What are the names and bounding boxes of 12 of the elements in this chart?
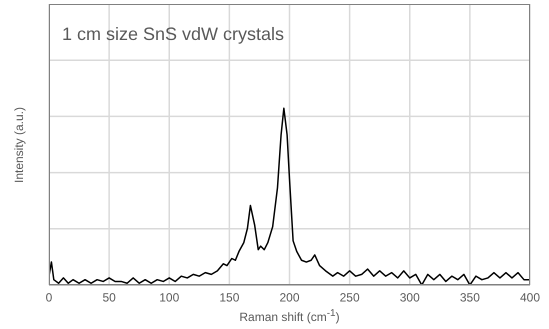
- y-axis-title: Intensity (a.u.): [12, 106, 26, 183]
- x-axis-title: Raman shift (cm$^{-1}$): [238, 308, 341, 324]
- x-tick-label: 250: [340, 290, 360, 305]
- x-tick-label: 350: [460, 290, 480, 305]
- chart-title: 1 cm size SnS vdW crystals: [62, 24, 284, 45]
- x-tick-label: 200: [279, 290, 300, 305]
- x-tick-label: 150: [219, 290, 240, 305]
- x-tick-label: 50: [102, 290, 116, 305]
- x-tick-label: 100: [159, 290, 180, 305]
- x-tick-label: 0: [46, 290, 53, 305]
- x-tick-label: 400: [520, 290, 540, 305]
- x-tick-label: 300: [400, 290, 420, 305]
